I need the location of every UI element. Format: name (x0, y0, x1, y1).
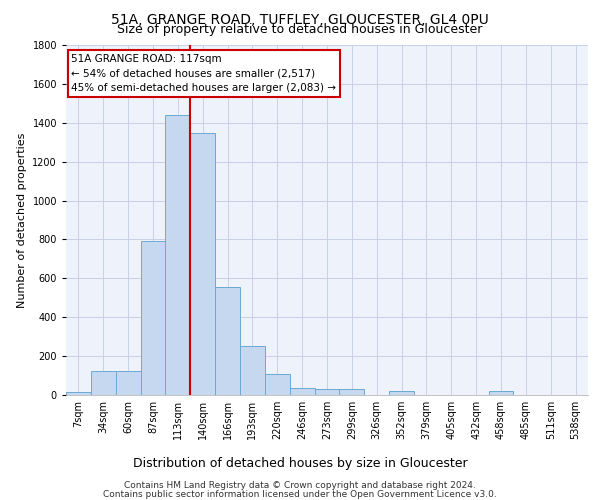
Bar (340, 389, 364, 395)
Y-axis label: Number of detached properties: Number of detached properties (17, 132, 27, 308)
Text: 51A GRANGE ROAD: 117sqm
← 54% of detached houses are smaller (2,517)
45% of semi: 51A GRANGE ROAD: 117sqm ← 54% of detache… (71, 54, 336, 94)
Bar (240, 346, 265, 395)
Bar (389, 391, 414, 395)
Text: Size of property relative to detached houses in Gloucester: Size of property relative to detached ho… (118, 22, 482, 36)
Bar (290, 388, 314, 395)
Bar (265, 374, 290, 395)
Bar (140, 242, 166, 395)
Bar (116, 370, 140, 395)
Bar (215, 287, 240, 395)
Bar (488, 391, 514, 395)
Bar (314, 389, 340, 395)
Bar (91, 370, 116, 395)
Text: Distribution of detached houses by size in Gloucester: Distribution of detached houses by size … (133, 458, 467, 470)
Bar (166, 115, 190, 395)
Text: 51A, GRANGE ROAD, TUFFLEY, GLOUCESTER, GL4 0PU: 51A, GRANGE ROAD, TUFFLEY, GLOUCESTER, G… (111, 12, 489, 26)
Bar (190, 134, 215, 395)
Text: Contains HM Land Registry data © Crown copyright and database right 2024.: Contains HM Land Registry data © Crown c… (124, 481, 476, 490)
Text: Contains public sector information licensed under the Open Government Licence v3: Contains public sector information licen… (103, 490, 497, 499)
Bar (66, 392, 91, 395)
